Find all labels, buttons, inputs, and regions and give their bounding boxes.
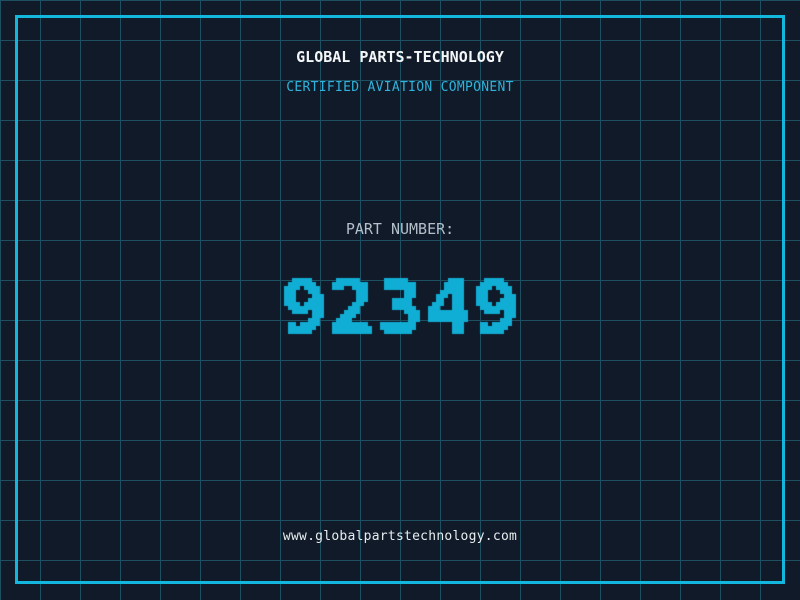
part-number-value: 92349	[0, 0, 1, 1]
certification-subtitle: CERTIFIED AVIATION COMPONENT	[286, 80, 514, 95]
company-title: GLOBAL PARTS-TECHNOLOGY	[296, 48, 504, 66]
part-number-display	[260, 270, 540, 350]
part-number-label: PART NUMBER:	[345, 220, 455, 238]
website-url: www.globalpartstechnology.com	[282, 529, 518, 544]
